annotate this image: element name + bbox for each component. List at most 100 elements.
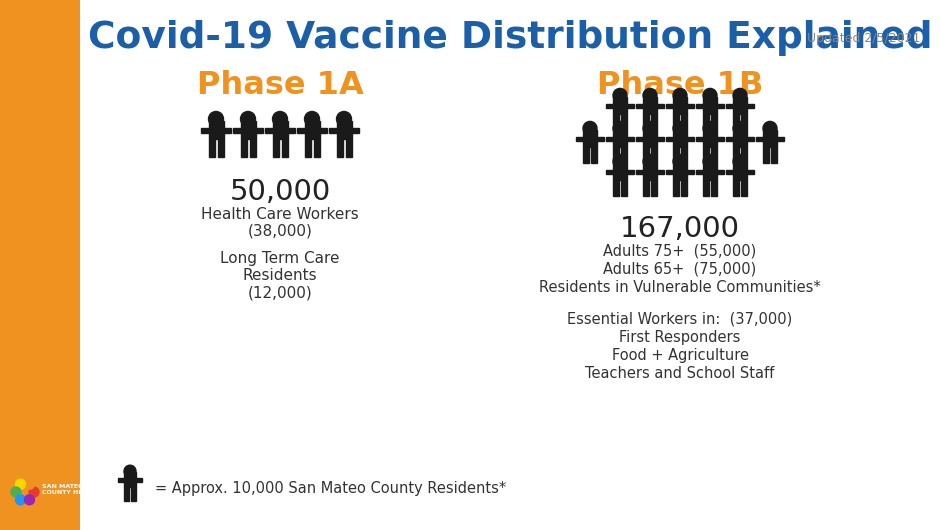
Bar	[682, 180, 687, 197]
Bar	[613, 113, 619, 130]
Bar	[613, 130, 627, 147]
Bar	[673, 130, 687, 147]
Text: (38,000): (38,000)	[247, 224, 312, 239]
Bar	[733, 113, 739, 130]
Bar	[673, 113, 679, 130]
Circle shape	[763, 121, 777, 135]
Bar	[329, 128, 359, 132]
Bar	[673, 180, 679, 197]
Bar	[606, 104, 634, 108]
Bar	[241, 138, 246, 156]
Bar	[651, 180, 657, 197]
Bar	[643, 180, 649, 197]
Bar	[209, 120, 224, 138]
Text: Updated 2/5/2021: Updated 2/5/2021	[807, 32, 920, 45]
Bar	[703, 180, 709, 197]
Circle shape	[29, 487, 39, 497]
Bar	[666, 137, 694, 141]
Text: Adults 65+  (75,000): Adults 65+ (75,000)	[603, 262, 757, 277]
Bar	[613, 163, 627, 180]
Text: SAN MATEO
COUNTY HEALTH: SAN MATEO COUNTY HEALTH	[42, 484, 100, 495]
Circle shape	[703, 154, 717, 169]
Text: Teachers and School Staff: Teachers and School Staff	[586, 366, 775, 381]
Bar	[703, 113, 709, 130]
Circle shape	[209, 111, 224, 127]
Circle shape	[11, 487, 21, 497]
Circle shape	[583, 121, 597, 135]
Circle shape	[24, 479, 35, 489]
Bar	[636, 137, 664, 141]
Bar	[613, 147, 619, 163]
Bar	[606, 170, 634, 174]
Circle shape	[733, 89, 747, 102]
Bar	[118, 479, 142, 482]
Bar	[643, 147, 649, 163]
Bar	[0, 0, 80, 530]
Bar	[636, 104, 664, 108]
Bar	[265, 128, 295, 132]
Bar	[733, 180, 739, 197]
Bar	[621, 147, 627, 163]
Bar	[712, 147, 717, 163]
Bar	[742, 180, 747, 197]
Bar	[733, 130, 747, 147]
Bar	[742, 113, 747, 130]
Bar	[763, 147, 769, 163]
Bar	[643, 163, 657, 180]
Bar	[132, 487, 136, 501]
Bar	[576, 137, 604, 141]
Bar	[613, 180, 619, 197]
Circle shape	[703, 89, 717, 102]
Circle shape	[613, 154, 627, 169]
Bar	[621, 180, 627, 197]
Bar	[726, 104, 754, 108]
Bar	[733, 147, 739, 163]
Bar	[666, 170, 694, 174]
Circle shape	[273, 111, 288, 127]
Circle shape	[673, 121, 687, 135]
Circle shape	[15, 495, 25, 505]
Bar	[703, 130, 717, 147]
Text: Health Care Workers: Health Care Workers	[201, 207, 359, 222]
Bar	[583, 130, 597, 147]
Bar	[217, 138, 224, 156]
Bar	[273, 138, 278, 156]
Bar	[643, 130, 657, 147]
Bar	[314, 138, 320, 156]
Bar	[297, 128, 327, 132]
Bar	[651, 113, 657, 130]
Bar	[124, 472, 136, 487]
Text: = Approx. 10,000 San Mateo County Residents*: = Approx. 10,000 San Mateo County Reside…	[155, 481, 507, 496]
Bar	[733, 163, 747, 180]
Bar	[273, 120, 288, 138]
Bar	[305, 138, 310, 156]
Circle shape	[643, 121, 657, 135]
Bar	[281, 138, 288, 156]
Bar	[696, 170, 724, 174]
Bar	[209, 138, 214, 156]
Circle shape	[124, 465, 136, 477]
Circle shape	[613, 121, 627, 135]
Text: Residents: Residents	[243, 268, 318, 283]
Circle shape	[733, 154, 747, 169]
Bar	[763, 130, 777, 147]
Bar	[726, 137, 754, 141]
Text: First Responders: First Responders	[619, 330, 741, 345]
Bar	[682, 147, 687, 163]
Bar	[712, 180, 717, 197]
Bar	[772, 147, 777, 163]
Bar	[346, 138, 352, 156]
Bar	[733, 97, 747, 113]
Text: Residents in Vulnerable Communities*: Residents in Vulnerable Communities*	[540, 280, 821, 295]
Bar	[606, 137, 634, 141]
Bar	[636, 170, 664, 174]
Text: Food + Agriculture: Food + Agriculture	[612, 348, 748, 363]
Bar	[703, 97, 717, 113]
Bar	[756, 137, 784, 141]
Bar	[703, 147, 709, 163]
Text: Phase 1A: Phase 1A	[196, 70, 364, 101]
Circle shape	[241, 111, 256, 127]
Bar	[337, 120, 352, 138]
Circle shape	[733, 121, 747, 135]
Bar	[591, 147, 597, 163]
